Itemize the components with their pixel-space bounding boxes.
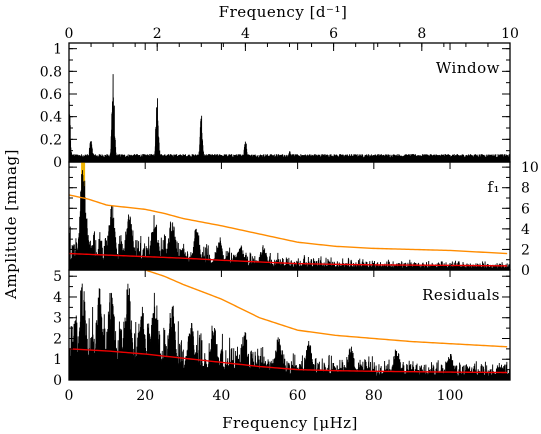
top-tick-label: 0 — [65, 26, 74, 42]
bottom-tick-label: 80 — [365, 388, 383, 404]
y-tick-label: 0 — [521, 263, 530, 279]
significance-threshold-line — [69, 194, 508, 255]
noise-level-line — [69, 252, 508, 267]
f1-panel: 0 2 4 6 8 10 f₁ — [68, 160, 539, 279]
top-axis-ticks: 0 2 4 6 8 10 — [65, 26, 519, 51]
amplitude-spectrum-trace — [69, 283, 510, 380]
bottom-tick-label: 40 — [212, 388, 230, 404]
bottom-tick-label: 20 — [136, 388, 154, 404]
bottom-tick-label: 0 — [65, 388, 74, 404]
panel-plot-area — [69, 162, 510, 270]
top-axis-title: Frequency [d⁻¹] — [219, 3, 348, 21]
y-axis-title: Amplitude [mmag] — [2, 149, 20, 300]
y-tick-label: 1 — [53, 352, 62, 368]
top-tick-label: 6 — [329, 26, 338, 42]
y-tick-label: 8 — [521, 181, 530, 197]
top-tick-label: 4 — [241, 26, 250, 42]
top-tick-label: 10 — [501, 26, 519, 42]
y-tick-label: 4 — [53, 290, 62, 306]
y-tick-label: 0.4 — [40, 110, 62, 126]
panel-plot-area — [69, 270, 510, 380]
panel-label: f₁ — [487, 178, 500, 196]
y-tick-label: 0 — [53, 155, 62, 171]
noise-level-line — [69, 348, 508, 374]
y-tick-label: 4 — [521, 222, 530, 238]
y-tick-label: 3 — [53, 311, 62, 327]
panel-label: Residuals — [422, 286, 500, 304]
panel-plot-area — [69, 74, 510, 162]
y-tick-label: 0 — [53, 373, 62, 389]
top-tick-label: 8 — [417, 26, 426, 42]
y-tick-label: 0.6 — [40, 87, 62, 103]
residuals-panel: 0 1 2 3 4 5 Residuals — [53, 269, 511, 389]
bottom-tick-label: 60 — [289, 388, 307, 404]
panel-label: Window — [436, 59, 500, 77]
bottom-axis-title: Frequency [μHz] — [222, 414, 358, 432]
y-tick-label: 0.8 — [40, 64, 62, 80]
window-panel: 0 0.2 0.4 0.6 0.8 1 Window — [40, 42, 511, 171]
y-tick-label: 10 — [521, 160, 539, 176]
y-tick-label: 2 — [521, 242, 530, 258]
bottom-tick-label: 100 — [437, 388, 464, 404]
y-tick-label: 5 — [53, 269, 62, 285]
top-tick-label: 2 — [153, 26, 162, 42]
y-tick-label: 2 — [53, 331, 62, 347]
amplitude-spectrum-trace — [69, 170, 510, 270]
window-function-trace — [69, 74, 510, 162]
y-tick-label: 6 — [521, 201, 530, 217]
bottom-axis-ticks: 0 20 40 60 80 100 — [65, 388, 464, 404]
y-tick-label: 1 — [53, 42, 62, 58]
significance-threshold-line — [144, 270, 508, 348]
y-tick-label: 0.2 — [40, 132, 62, 148]
panel-frame — [68, 269, 511, 381]
